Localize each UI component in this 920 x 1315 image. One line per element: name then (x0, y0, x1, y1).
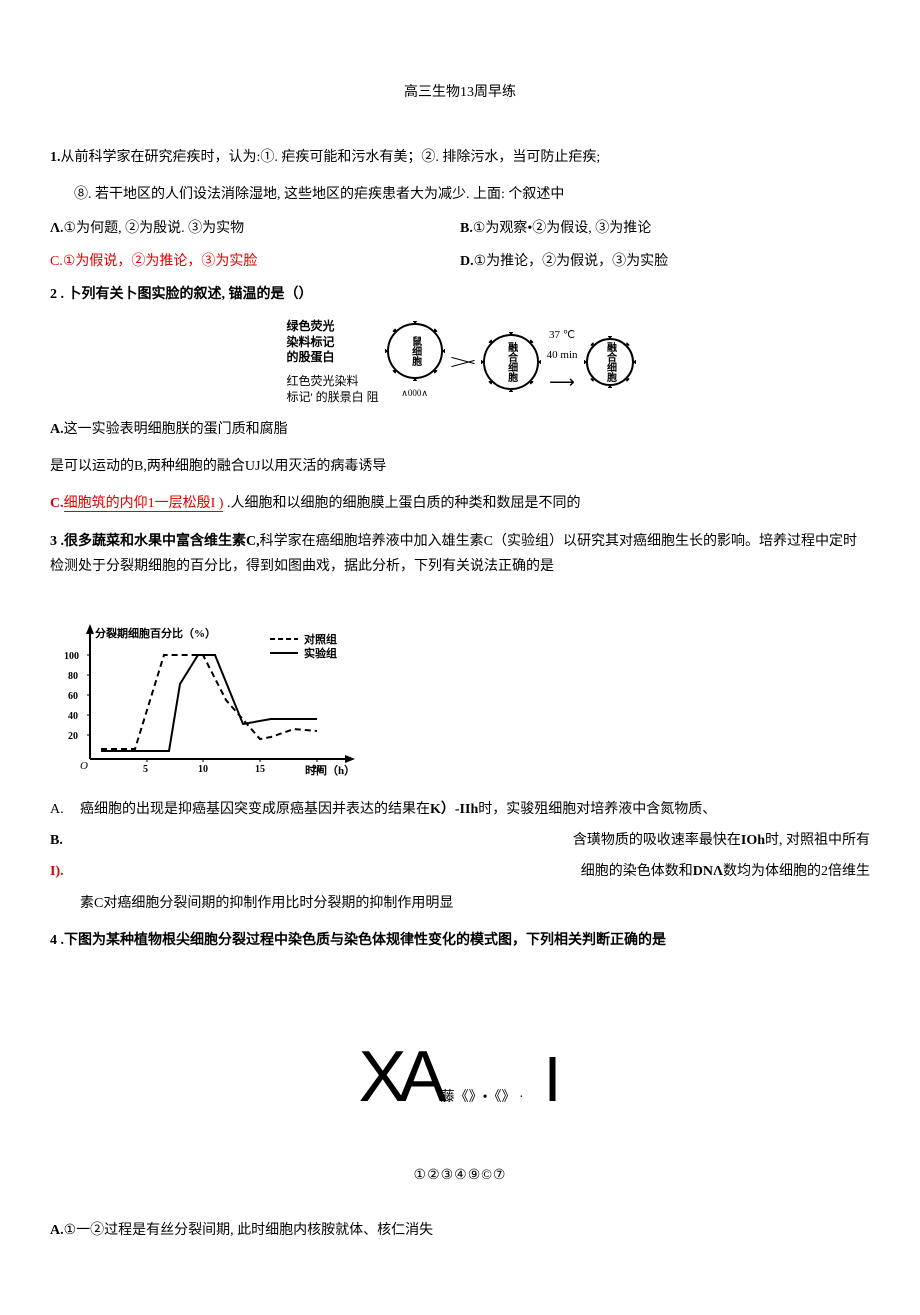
q1-optC-text: ①为假说，②为推论，③为实脸 (63, 254, 258, 269)
q3-stem: 3 .很多蔬菜和水果中富含维生素C,科学家在癌细胞培养液中加入雄生素C（实验组）… (50, 529, 870, 579)
page-title: 高三生物13周早练 (50, 80, 870, 105)
q4-circled-numbers: ①②③④⑨©⑦ (50, 1163, 870, 1188)
q3-rowA-right-bold: K）-IIh (430, 802, 478, 817)
q1-option-b: B.①为观察•②为假设, ③为推论 (460, 216, 870, 241)
q1-number: 1. (50, 150, 61, 165)
xtick-1: 10 (198, 764, 208, 775)
q2-optC-rest: .人细胞和以细胞的细胞膜上蛋白质的种类和数屈是不同的 (223, 496, 580, 511)
q2-stem: 2 . 卜列有关卜图实脸的叙述, 锚温的是（） (50, 282, 870, 307)
q2-green-label-3: 的股蛋白 (286, 350, 378, 366)
q3-rowB-pre: 含璜物质的吸收速率最快在 (573, 833, 741, 848)
q1-optB-label: B. (460, 221, 473, 236)
q2-time-text: 40 min (547, 346, 578, 366)
q3-rowB-bold: IOh (741, 833, 765, 848)
q1-option-d: D.①为推论，②为假说，③为实脸 (460, 249, 870, 274)
q1-optA-text: ①为何题, ②为殷说. ③为实物 (64, 221, 245, 236)
q3-rowD-post: 数均为体细胞的2倍维生 (723, 864, 870, 879)
ytick-0: 20 (68, 731, 78, 742)
q4-optA-text: ①一②过程是有丝分裂间期, 此时细胞内核胺就体、核仁消失 (64, 1223, 434, 1238)
q2-green-labels: 绿色荧光 染料标记 的股蛋白 (286, 319, 378, 366)
q2-temp-text: 37 ℃ (549, 326, 575, 346)
legend-experiment: 实验组 (304, 646, 337, 660)
q3-last-line: 素C对癌细胞分裂间期的抑制作用比时分裂期的抑制作用明显 (50, 891, 870, 916)
mouse-cell-icon: 鼠细胞 (387, 323, 443, 379)
q4-stem-text: 4 .下图为某种植物根尖细胞分裂过程中染色质与染色体规律性变化的模式图，下列相关… (50, 933, 666, 948)
q3-rowA-right-post: 时，实骏殂细胞对培养液中含氮物质、 (478, 802, 716, 817)
q2-optA-text: 这一实验表明细胞朕的蛋门质和腐脂 (64, 422, 288, 437)
q2-red-label-2: 标记' 的朕景白 阻 (286, 390, 378, 406)
q3-rowD-pre: 细胞的染色体数和 (581, 864, 693, 879)
q3-rowB-content: 含璜物质的吸收速率最快在IOh时, 对照祖中所有 (80, 828, 870, 853)
q3-rowD-content: 细胞的染色体数和DNΛ数均为体细胞的2倍维生 (80, 859, 870, 884)
fusion-cell-2-icon: 融合细胞 (586, 338, 634, 386)
q1-optD-label: D. (460, 254, 474, 269)
q4-xa-line: XA 藤《》•《》 · I (50, 1013, 870, 1143)
q2-option-a: A.这一实验表明细胞朕的蛋门质和腐脂 (50, 417, 870, 442)
q4-diagram: XA 藤《》•《》 · I (50, 1013, 870, 1143)
q3-rowB-label: B. (50, 828, 80, 853)
xtick-0: 5 (143, 764, 148, 775)
q2-green-label-2: 染料标记 (286, 335, 378, 351)
q3-rowA-right-pre: 在 (416, 802, 430, 817)
q1-stem-line1: 1.从前科学家在研究疟疾时，认为:①. 疟疾可能和污水有美；②. 排除污水，当可… (50, 145, 870, 170)
legend-control: 对照组 (304, 632, 337, 646)
xtick-2: 15 (255, 764, 265, 775)
q3-rowB-post: 时, 对照祖中所有 (765, 833, 870, 848)
q1-stem-text1: 从前科学家在研究疟疾时，认为:①. 疟疾可能和污水有美；②. 排除污水，当可防止… (61, 150, 601, 165)
q2-diagram: 绿色荧光 染料标记 的股蛋白 红色荧光染料 标记' 的朕景白 阻 鼠细胞 ∧00… (50, 319, 870, 405)
q3-stem-pre: 3 .很多蔬菜和水果中富含维生素 (50, 534, 246, 549)
q4-subtext: 藤《》•《》 · (441, 1085, 524, 1110)
q1-option-a: Λ.①为何题, ②为殷说. ③为实物 (50, 216, 460, 241)
q3-chart: 分裂期细胞百分比（%） 时间（h） O 20 40 60 80 100 5 10… (50, 619, 870, 789)
fusion-cell-1-icon: 融合细胞 (483, 334, 539, 390)
merge-lines-icon (451, 360, 475, 364)
q1-stem-line2: ⑧. 若干地区的人们设法消除湿地, 这些地区的疟疾患者大为减少. 上面: 个叙述… (50, 182, 870, 207)
q4-option-a: A.①一②过程是有丝分裂间期, 此时细胞内核胺就体、核仁消失 (50, 1218, 870, 1243)
q4-stem: 4 .下图为某种植物根尖细胞分裂过程中染色质与染色体规律性变化的模式图，下列相关… (50, 928, 870, 953)
q1-optB-text: ①为观察•②为假设, ③为推论 (473, 221, 651, 236)
q2-option-c: C.细胞筑的内仰1一层松殷I ) .人细胞和以细胞的细胞膜上蛋白质的种类和数屈是… (50, 491, 870, 516)
arrow-right-icon: ⟶ (549, 366, 575, 398)
series-control (101, 655, 317, 749)
chart-ylabel: 分裂期细胞百分比（%） (95, 626, 216, 640)
q2-cell-column: 鼠细胞 ∧000∧ (387, 323, 443, 401)
q2-stem-text: 2 . 卜列有关卜图实脸的叙述, 锚温的是（） (50, 287, 313, 302)
q3-rowA-left: 癌细胞的出现是抑癌基囚突变成原癌基因并表达的结果 (80, 802, 416, 817)
q1-options-row2: C.①为假说，②为推论，③为实脸 D.①为推论，②为假说，③为实脸 (50, 249, 870, 274)
xtick-3: 20 (312, 764, 322, 775)
q2-line-mid: 是可以运动的B,两种细胞的融合UJ以用灭活的病毒诱导 (50, 454, 870, 479)
q4-optA-label: A. (50, 1223, 64, 1238)
q1-option-c: C.①为假说，②为推论，③为实脸 (50, 249, 460, 274)
q4-bar: I (544, 1022, 562, 1137)
q2-labels-left: 绿色荧光 染料标记 的股蛋白 红色荧光染料 标记' 的朕景白 阻 (286, 319, 378, 405)
q3-rowA-content: 癌细胞的出现是抑癌基囚突变成原癌基因并表达的结果在K）-IIh时，实骏殂细胞对培… (80, 797, 870, 822)
q2-optC-label: C. (50, 496, 64, 511)
q3-row-b: B. 含璜物质的吸收速率最快在IOh时, 对照祖中所有 (50, 828, 870, 853)
q3-stem-bold: C, (246, 534, 260, 549)
q1-optC-label: C. (50, 254, 63, 269)
q3-row-d: I). 细胞的染色体数和DNΛ数均为体细胞的2倍维生 (50, 859, 870, 884)
q1-optA-label: Λ. (50, 221, 64, 236)
q3-rowD-bold: DNΛ (693, 864, 723, 879)
q1-optD-text: ①为推论，②为假说，③为实脸 (474, 254, 669, 269)
q2-arrow-label: 37 ℃ 40 min ⟶ (547, 326, 578, 398)
series-experiment (101, 655, 317, 751)
q3-rowA-label: A. (50, 797, 80, 822)
ytick-4: 100 (64, 651, 79, 662)
chart-origin: O (80, 760, 88, 772)
q1-options-row1: Λ.①为何题, ②为殷说. ③为实物 B.①为观察•②为假设, ③为推论 (50, 216, 870, 241)
q4-xa-text: XA (359, 1013, 439, 1143)
ytick-1: 40 (68, 711, 78, 722)
q2-optC-underline: 细胞筑的内仰1一层松殷I ) (64, 496, 224, 512)
q2-optA-label: A. (50, 422, 64, 437)
q3-row-a: A. 癌细胞的出现是抑癌基囚突变成原癌基因并表达的结果在K）-IIh时，实骏殂细… (50, 797, 870, 822)
q2-green-label-1: 绿色荧光 (286, 319, 378, 335)
q2-small-text: ∧000∧ (401, 385, 428, 401)
q3-rowD-label: I). (50, 859, 80, 884)
q2-red-label-1: 红色荧光染料 (286, 374, 378, 390)
ytick-2: 60 (68, 691, 78, 702)
ytick-3: 80 (68, 671, 78, 682)
q2-red-labels: 红色荧光染料 标记' 的朕景白 阻 (286, 374, 378, 405)
chart-svg: 分裂期细胞百分比（%） 时间（h） O 20 40 60 80 100 5 10… (50, 619, 370, 789)
